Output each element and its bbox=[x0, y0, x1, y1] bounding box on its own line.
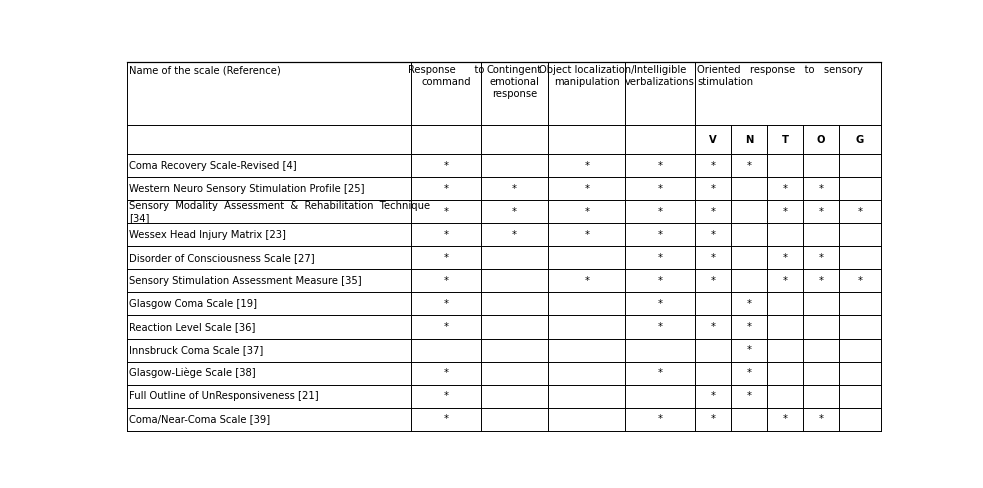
Text: *: * bbox=[443, 299, 448, 309]
Text: *: * bbox=[857, 276, 863, 286]
Text: *: * bbox=[443, 184, 448, 194]
Text: *: * bbox=[658, 276, 663, 286]
Text: T: T bbox=[781, 135, 788, 144]
Text: *: * bbox=[512, 184, 517, 194]
Text: *: * bbox=[857, 207, 863, 217]
Text: Sensory  Modality  Assessment  &  Rehabilitation  Technique
[34]: Sensory Modality Assessment & Rehabilita… bbox=[129, 201, 431, 223]
Text: *: * bbox=[658, 299, 663, 309]
Text: *: * bbox=[711, 161, 716, 171]
Text: *: * bbox=[782, 207, 787, 217]
Text: *: * bbox=[746, 322, 751, 332]
Text: Coma/Near-Coma Scale [39]: Coma/Near-Coma Scale [39] bbox=[129, 414, 270, 424]
Text: *: * bbox=[443, 230, 448, 240]
Text: *: * bbox=[819, 253, 824, 263]
Text: Glasgow Coma Scale [19]: Glasgow Coma Scale [19] bbox=[129, 299, 257, 309]
Text: *: * bbox=[585, 161, 590, 171]
Text: *: * bbox=[658, 207, 663, 217]
Text: *: * bbox=[443, 207, 448, 217]
Text: G: G bbox=[856, 135, 864, 144]
Text: *: * bbox=[443, 391, 448, 401]
Text: Sensory Stimulation Assessment Measure [35]: Sensory Stimulation Assessment Measure [… bbox=[129, 276, 362, 286]
Text: *: * bbox=[819, 207, 824, 217]
Text: Full Outline of UnResponsiveness [21]: Full Outline of UnResponsiveness [21] bbox=[129, 391, 318, 401]
Text: *: * bbox=[819, 184, 824, 194]
Text: *: * bbox=[443, 322, 448, 332]
Text: Oriented   response   to   sensory
stimulation: Oriented response to sensory stimulation bbox=[697, 65, 863, 87]
Text: *: * bbox=[782, 253, 787, 263]
Text: *: * bbox=[711, 414, 716, 424]
Text: *: * bbox=[658, 253, 663, 263]
Text: *: * bbox=[746, 391, 751, 401]
Text: *: * bbox=[512, 207, 517, 217]
Text: O: O bbox=[817, 135, 826, 144]
Text: *: * bbox=[819, 276, 824, 286]
Text: Name of the scale (Reference): Name of the scale (Reference) bbox=[129, 65, 281, 75]
Text: *: * bbox=[443, 368, 448, 378]
Text: Intelligible
verbalizations: Intelligible verbalizations bbox=[625, 65, 695, 87]
Text: *: * bbox=[746, 345, 751, 355]
Text: *: * bbox=[443, 414, 448, 424]
Text: *: * bbox=[658, 230, 663, 240]
Text: *: * bbox=[443, 253, 448, 263]
Text: *: * bbox=[443, 161, 448, 171]
Text: *: * bbox=[711, 276, 716, 286]
Text: Coma Recovery Scale-Revised [4]: Coma Recovery Scale-Revised [4] bbox=[129, 161, 297, 171]
Text: *: * bbox=[711, 230, 716, 240]
Text: Response      to
command: Response to command bbox=[408, 65, 485, 87]
Text: Glasgow-Liège Scale [38]: Glasgow-Liège Scale [38] bbox=[129, 368, 256, 378]
Text: *: * bbox=[746, 161, 751, 171]
Text: *: * bbox=[782, 414, 787, 424]
Text: *: * bbox=[711, 391, 716, 401]
Text: *: * bbox=[711, 207, 716, 217]
Text: N: N bbox=[745, 135, 753, 144]
Text: *: * bbox=[782, 184, 787, 194]
Text: *: * bbox=[782, 276, 787, 286]
Text: Object localization/
manipulation: Object localization/ manipulation bbox=[539, 65, 635, 87]
Text: *: * bbox=[585, 184, 590, 194]
Text: *: * bbox=[585, 230, 590, 240]
Text: *: * bbox=[819, 414, 824, 424]
Text: *: * bbox=[585, 276, 590, 286]
Text: *: * bbox=[746, 368, 751, 378]
Text: Reaction Level Scale [36]: Reaction Level Scale [36] bbox=[129, 322, 256, 332]
Text: *: * bbox=[658, 368, 663, 378]
Text: *: * bbox=[658, 414, 663, 424]
Text: *: * bbox=[512, 230, 517, 240]
Text: Innsbruck Coma Scale [37]: Innsbruck Coma Scale [37] bbox=[129, 345, 263, 355]
Text: *: * bbox=[443, 276, 448, 286]
Text: *: * bbox=[658, 322, 663, 332]
Text: V: V bbox=[709, 135, 717, 144]
Text: *: * bbox=[658, 184, 663, 194]
Text: Western Neuro Sensory Stimulation Profile [25]: Western Neuro Sensory Stimulation Profil… bbox=[129, 184, 365, 194]
Text: *: * bbox=[711, 253, 716, 263]
Text: *: * bbox=[658, 161, 663, 171]
Text: *: * bbox=[711, 322, 716, 332]
Text: Wessex Head Injury Matrix [23]: Wessex Head Injury Matrix [23] bbox=[129, 230, 286, 240]
Text: Disorder of Consciousness Scale [27]: Disorder of Consciousness Scale [27] bbox=[129, 253, 315, 263]
Text: Contingent
emotional
response: Contingent emotional response bbox=[487, 65, 542, 99]
Text: *: * bbox=[746, 299, 751, 309]
Text: *: * bbox=[585, 207, 590, 217]
Text: *: * bbox=[711, 184, 716, 194]
